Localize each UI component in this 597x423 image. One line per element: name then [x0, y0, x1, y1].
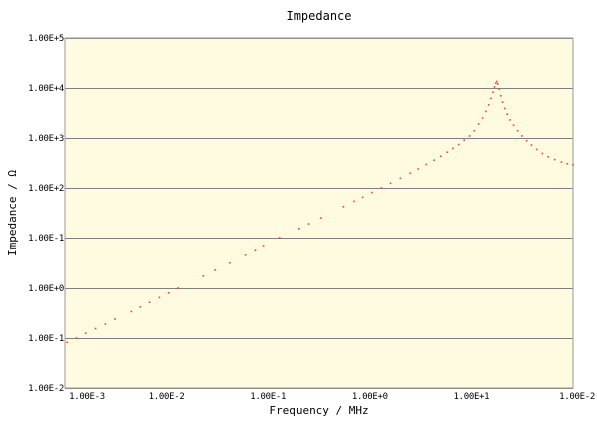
data-point	[477, 123, 480, 125]
data-point	[320, 217, 322, 219]
data-point	[244, 254, 247, 256]
data-point	[457, 143, 460, 146]
data-point	[417, 168, 420, 170]
data-point	[202, 275, 205, 277]
data-point	[278, 237, 281, 239]
data-point	[541, 152, 544, 155]
data-point	[114, 318, 116, 320]
x-tick-label: 1.00E-2	[559, 392, 595, 402]
data-point	[501, 101, 504, 103]
data-point	[66, 341, 68, 344]
data-point	[496, 80, 498, 83]
data-point	[214, 269, 216, 271]
data-point	[361, 196, 364, 199]
data-point	[525, 139, 528, 142]
data-point	[229, 261, 231, 264]
data-point	[158, 296, 161, 299]
x-axis-label: Frequency / MHz	[269, 404, 368, 417]
data-point	[553, 158, 556, 161]
data-point	[148, 301, 151, 303]
data-point	[495, 82, 497, 84]
data-point	[297, 227, 300, 230]
data-point	[530, 144, 533, 146]
data-point	[452, 147, 454, 150]
plot-area	[65, 38, 573, 388]
data-point	[440, 155, 442, 158]
data-point	[75, 337, 78, 339]
y-tick-labels: 1.00E-2 1.00E-1 1.00E+0 1.00E-1 1.00E+2 1.00E…	[28, 34, 64, 394]
data-point	[490, 97, 492, 100]
data-point	[254, 249, 257, 252]
data-point	[425, 163, 428, 166]
data-point	[498, 88, 501, 90]
x-tick-label: 1.00E-3	[69, 392, 105, 402]
data-point	[84, 332, 87, 334]
y-tick-label: 1.00E+0	[28, 284, 64, 294]
data-point	[572, 164, 574, 166]
data-point	[535, 148, 538, 151]
x-tick-label: 1.00E+0	[352, 392, 388, 402]
y-tick-label: 1.00E+5	[28, 34, 64, 44]
plot-frame	[64, 37, 574, 389]
chart-title: Impedance	[286, 9, 351, 23]
data-point	[521, 135, 523, 137]
data-point	[463, 139, 466, 142]
data-point	[503, 107, 506, 110]
data-point	[481, 117, 484, 119]
y-tick-label: 1.00E+3	[28, 134, 64, 144]
data-point	[307, 223, 310, 225]
data-point	[409, 172, 412, 175]
data-point	[342, 206, 345, 208]
data-point	[492, 91, 494, 94]
data-point	[262, 245, 265, 247]
data-point	[512, 124, 515, 127]
data-point	[506, 113, 508, 115]
data-point	[487, 104, 490, 106]
data-point	[94, 327, 97, 330]
data-point	[353, 200, 355, 203]
x-tick-label: 1.00E-2	[149, 392, 185, 402]
y-axis-label: Impedance / Ω	[6, 170, 19, 256]
data-point	[389, 182, 392, 185]
data-point	[446, 151, 449, 153]
y-tick-label: 1.00E+2	[28, 184, 64, 194]
data-point	[547, 156, 549, 158]
data-point	[468, 135, 471, 137]
data-point	[433, 159, 435, 161]
data-point	[167, 292, 170, 294]
y-tick-label: 1.00E-2	[28, 384, 64, 394]
gridlines	[65, 38, 573, 389]
y-tick-label: 1.00E-1	[28, 334, 64, 344]
y-tick-label: 1.00E+4	[28, 84, 64, 94]
data-point	[485, 110, 487, 113]
data-point	[371, 191, 373, 194]
y-tick-label: 1.00E-1	[28, 234, 64, 244]
data-point	[139, 306, 142, 308]
data-point	[104, 323, 107, 325]
data-point	[509, 119, 511, 121]
data-point	[560, 161, 563, 163]
data-point	[500, 94, 502, 97]
x-tick-label: 1.00E+1	[453, 392, 489, 402]
data-point	[493, 86, 496, 88]
data-point	[130, 310, 133, 313]
data-point	[380, 187, 383, 189]
x-tick-labels: 1.00E-3 1.00E-2 1.00E-1 1.00E+0 1.00E+1 1.00E…	[69, 392, 595, 402]
data-point	[516, 129, 519, 132]
data-point	[566, 162, 569, 165]
data-point	[473, 129, 476, 132]
data-point	[399, 177, 402, 180]
impedance-series	[66, 80, 574, 344]
x-tick-label: 1.00E-1	[250, 392, 286, 402]
data-point	[177, 287, 179, 289]
data-point	[497, 83, 499, 85]
